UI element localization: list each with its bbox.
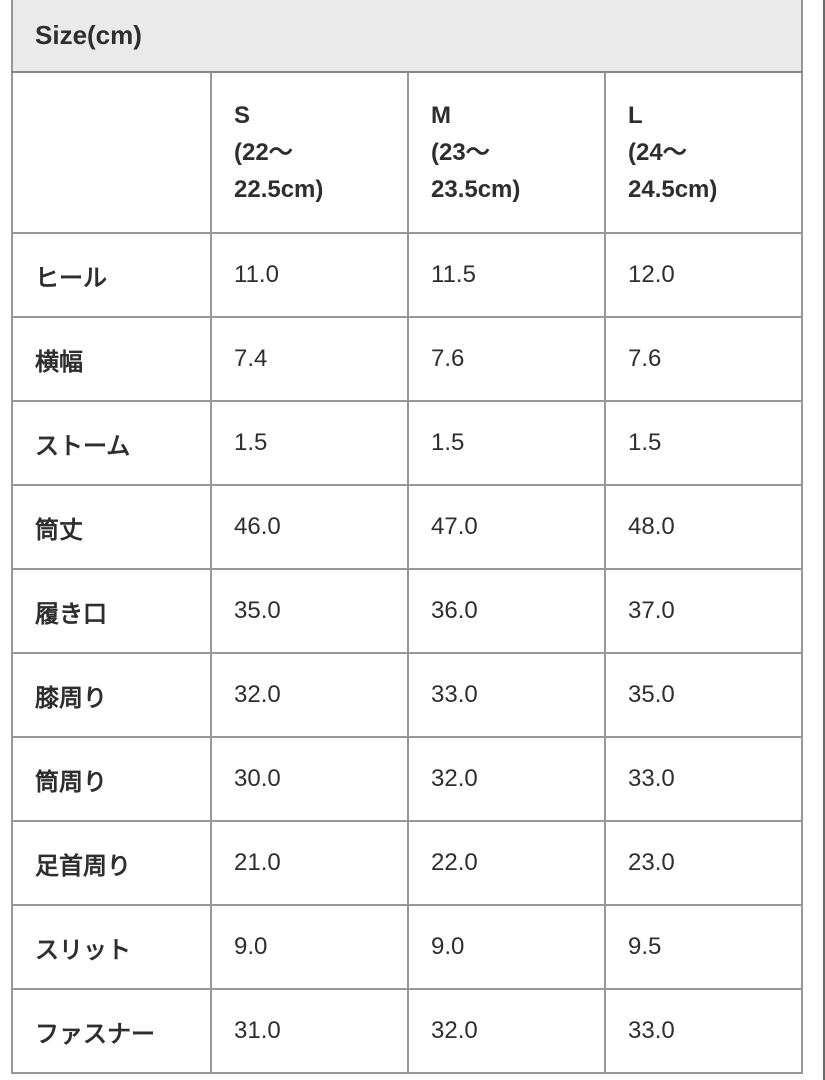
value-cell-l: 35.0 [603, 652, 804, 738]
value-cell-l: 1.5 [603, 400, 804, 486]
column-header-size-s: S (22〜 22.5cm) [210, 71, 409, 234]
table-row: 筒周り 30.0 32.0 33.0 [11, 736, 804, 822]
size-column-header-row: S (22〜 22.5cm) M (23〜 23.5cm) L (24〜 24.… [11, 71, 804, 234]
value-cell-l: 9.5 [603, 904, 804, 990]
value-cell-s: 9.0 [210, 904, 409, 990]
value-cell-m: 32.0 [407, 736, 606, 822]
value-cell-s: 30.0 [210, 736, 409, 822]
row-label: 筒丈 [11, 484, 212, 570]
value-cell-l: 37.0 [603, 568, 804, 654]
value-cell-s: 7.4 [210, 316, 409, 402]
row-label: 足首周り [11, 820, 212, 906]
column-header-size-m: M (23〜 23.5cm) [407, 71, 606, 234]
size-chart-table: Size(cm) S (22〜 22.5cm) M (23〜 23.5cm) L… [10, 0, 804, 1074]
table-row: 膝周り 32.0 33.0 35.0 [11, 652, 804, 738]
size-table-body: Size(cm) S (22〜 22.5cm) M (23〜 23.5cm) L… [10, 0, 804, 1074]
row-label: 履き口 [11, 568, 212, 654]
value-cell-m: 36.0 [407, 568, 606, 654]
row-label: 膝周り [11, 652, 212, 738]
value-cell-m: 1.5 [407, 400, 606, 486]
value-cell-s: 21.0 [210, 820, 409, 906]
value-cell-s: 46.0 [210, 484, 409, 570]
value-cell-m: 7.6 [407, 316, 606, 402]
table-row: ファスナー 31.0 32.0 33.0 [11, 988, 804, 1074]
value-cell-s: 11.0 [210, 232, 409, 318]
row-label: ファスナー [11, 988, 212, 1074]
value-cell-s: 1.5 [210, 400, 409, 486]
table-row: 筒丈 46.0 47.0 48.0 [11, 484, 804, 570]
value-cell-l: 12.0 [603, 232, 804, 318]
table-row: ヒール 11.0 11.5 12.0 [11, 232, 804, 318]
value-cell-l: 23.0 [603, 820, 804, 906]
value-cell-m: 22.0 [407, 820, 606, 906]
value-cell-m: 47.0 [407, 484, 606, 570]
value-cell-l: 7.6 [603, 316, 804, 402]
row-label: 筒周り [11, 736, 212, 822]
table-row: 足首周り 21.0 22.0 23.0 [11, 820, 804, 906]
value-cell-m: 33.0 [407, 652, 606, 738]
column-header-size-l: L (24〜 24.5cm) [603, 71, 804, 234]
size-caption-row: Size(cm) [10, 0, 804, 73]
value-cell-l: 48.0 [603, 484, 804, 570]
table-row: 横幅 7.4 7.6 7.6 [11, 316, 804, 402]
row-label: 横幅 [11, 316, 212, 402]
value-cell-s: 32.0 [210, 652, 409, 738]
row-label: ストーム [11, 400, 212, 486]
table-row: スリット 9.0 9.0 9.5 [11, 904, 804, 990]
page-right-edge-line [823, 0, 825, 1080]
corner-empty-cell [11, 71, 212, 234]
value-cell-m: 32.0 [407, 988, 606, 1074]
value-cell-l: 33.0 [603, 736, 804, 822]
value-cell-l: 33.0 [603, 988, 804, 1074]
value-cell-s: 35.0 [210, 568, 409, 654]
value-cell-s: 31.0 [210, 988, 409, 1074]
size-caption: Size(cm) [10, 0, 804, 73]
row-label: ヒール [11, 232, 212, 318]
value-cell-m: 11.5 [407, 232, 606, 318]
table-row: 履き口 35.0 36.0 37.0 [11, 568, 804, 654]
row-label: スリット [11, 904, 212, 990]
table-row: ストーム 1.5 1.5 1.5 [11, 400, 804, 486]
value-cell-m: 9.0 [407, 904, 606, 990]
